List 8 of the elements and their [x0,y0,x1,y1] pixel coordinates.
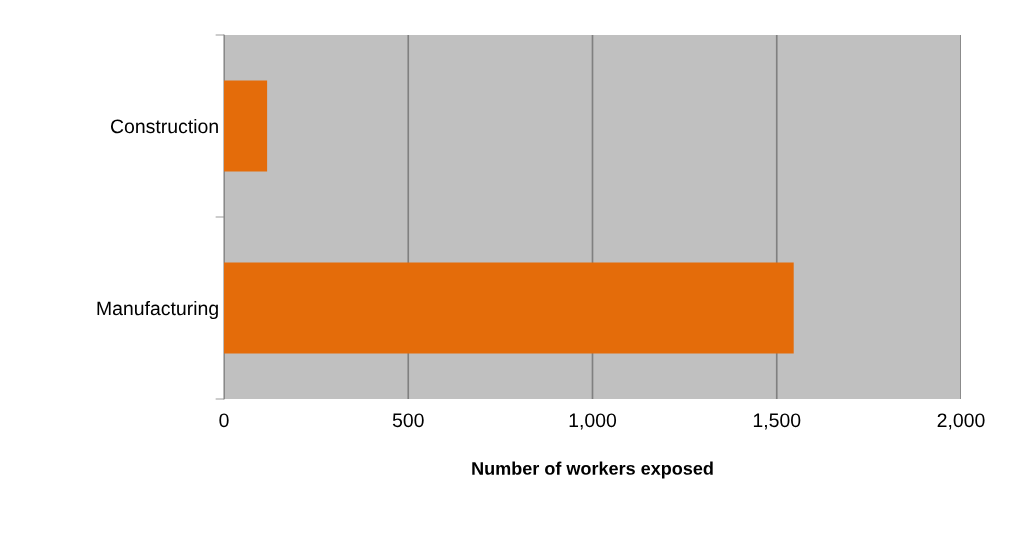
x-tick-label: 0 [219,413,229,428]
x-tick-label: 500 [392,413,424,428]
x-tick-label: 1,000 [569,413,617,430]
x-tick-label: 1,500 [753,413,801,430]
x-tick-label: 2,000 [937,413,985,430]
x-axis-title: Number of workers exposed [472,461,713,479]
y-tick-label: Construction [110,118,218,134]
y-tick-label: Manufacturing [97,300,218,320]
